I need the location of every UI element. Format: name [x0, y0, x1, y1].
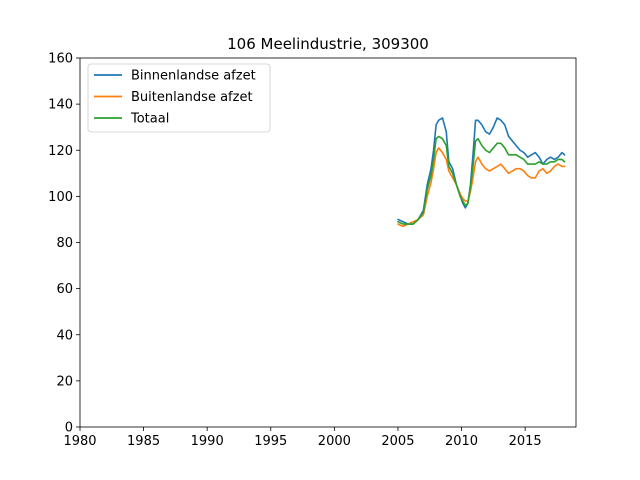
- y-axis: 0 20 40 60 80 100 120 140 160: [48, 52, 80, 436]
- series-line-buitenlandse-afzet: [397, 147, 566, 228]
- x-axis: 1980 1985 1990 1995 2000 2005 2010 2015: [63, 427, 542, 449]
- y-tick-label: 60: [56, 282, 73, 297]
- chart-title: 106 Meelindustrie, 309300: [227, 35, 429, 53]
- legend-label: Totaal: [130, 112, 169, 127]
- legend-label: Binnenlandse afzet: [131, 69, 256, 84]
- x-tick-label: 1990: [191, 434, 224, 449]
- x-tick-label: 2000: [318, 434, 351, 449]
- series-line-totaal: [397, 135, 566, 225]
- x-tick-label: 1980: [63, 434, 96, 449]
- x-tick-label: 2005: [381, 434, 414, 449]
- x-tick-label: 1985: [127, 434, 160, 449]
- y-tick-label: 160: [48, 52, 73, 67]
- legend: Binnenlandse afzet Buitenlandse afzet Tota…: [87, 63, 271, 133]
- y-tick-label: 140: [48, 98, 73, 113]
- legend-label: Buitenlandse afzet: [131, 90, 253, 105]
- legend-box: [87, 63, 271, 133]
- y-tick-label: 100: [48, 190, 73, 205]
- series-group: [397, 117, 566, 228]
- y-tick-label: 20: [56, 374, 73, 389]
- x-tick-label: 2010: [445, 434, 478, 449]
- x-tick-label: 2015: [509, 434, 542, 449]
- y-tick-label: 0: [65, 421, 73, 436]
- y-tick-label: 120: [48, 144, 73, 159]
- plot-frame: [79, 57, 577, 428]
- x-tick-label: 1995: [254, 434, 287, 449]
- series-line-binnenlandse-afzet: [397, 117, 566, 225]
- y-tick-label: 40: [56, 328, 73, 343]
- y-tick-label: 80: [56, 236, 73, 251]
